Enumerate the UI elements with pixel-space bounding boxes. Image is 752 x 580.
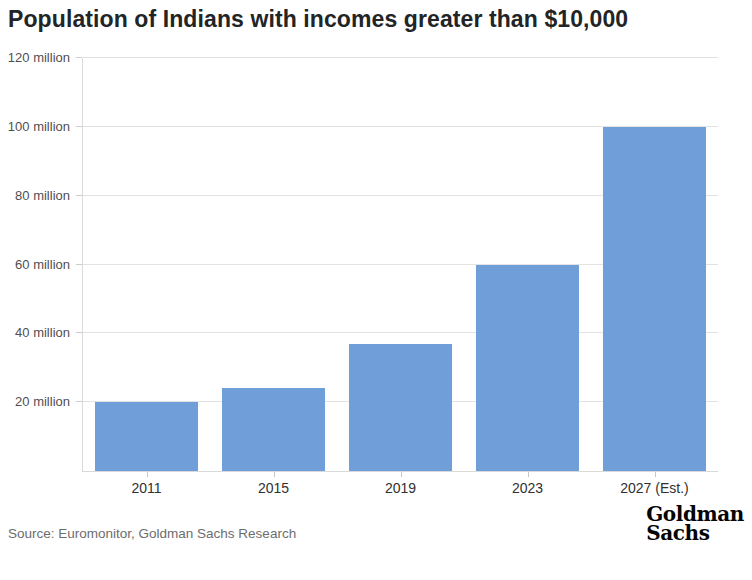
x-axis-label-3: 2019 — [385, 480, 416, 496]
x-axis-tick-2 — [274, 472, 275, 477]
plot-area: 20 million40 million60 million80 million… — [82, 58, 718, 472]
x-axis-label-5: 2027 (Est.) — [620, 480, 688, 496]
x-axis-label-4: 2023 — [512, 480, 543, 496]
y-axis-tick-80 — [76, 195, 82, 196]
logo-line-sachs: Sachs — [646, 524, 744, 543]
source-note: Source: Euromonitor, Goldman Sachs Resea… — [8, 526, 296, 541]
bar-2027-est- — [603, 127, 706, 471]
x-axis-tick-5 — [655, 472, 656, 477]
chart-title: Population of Indians with incomes great… — [8, 6, 628, 33]
bar-2019 — [349, 344, 452, 471]
y-axis-label-80: 80 million — [15, 189, 70, 203]
bar-2015 — [222, 388, 325, 471]
y-axis-tick-20 — [76, 401, 82, 402]
y-axis-tick-40 — [76, 332, 82, 333]
y-axis-label-120: 120 million — [8, 51, 70, 65]
bar-2011 — [95, 402, 198, 471]
y-axis-label-40: 40 million — [15, 326, 70, 340]
y-axis-label-100: 100 million — [8, 120, 70, 134]
chart-card: Population of Indians with incomes great… — [0, 0, 752, 580]
x-axis-tick-1 — [147, 472, 148, 477]
x-axis-tick-3 — [401, 472, 402, 477]
goldman-sachs-logo: Goldman Sachs — [646, 505, 744, 543]
y-axis-label-60: 60 million — [15, 258, 70, 272]
y-axis-tick-120 — [76, 57, 82, 58]
y-axis-tick-60 — [76, 264, 82, 265]
y-axis-tick-100 — [76, 126, 82, 127]
x-axis-label-2: 2015 — [258, 480, 289, 496]
x-axis-tick-4 — [528, 472, 529, 477]
bar-2023 — [476, 265, 579, 472]
y-axis-label-20: 20 million — [15, 395, 70, 409]
x-axis-label-1: 2011 — [131, 480, 161, 496]
gridline-120 — [83, 57, 718, 58]
